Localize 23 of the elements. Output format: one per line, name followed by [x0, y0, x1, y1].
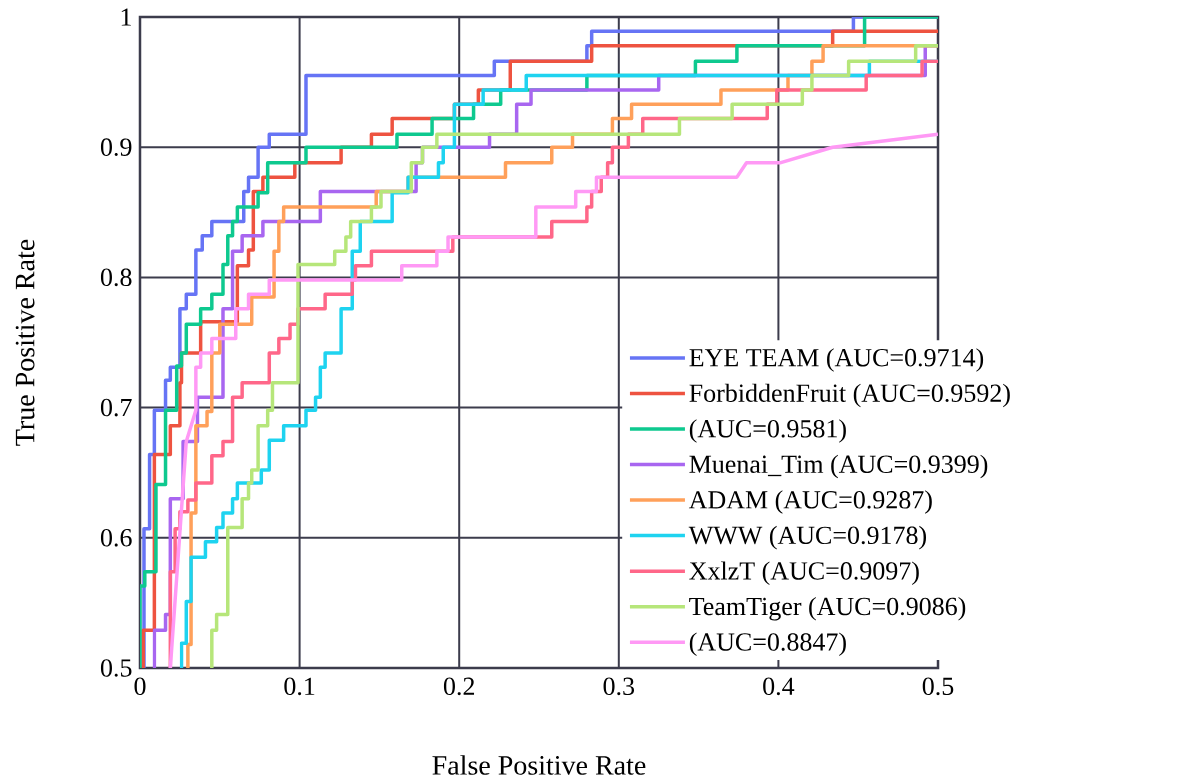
- y-axis-title: True Positive Rate: [15, 239, 35, 446]
- legend-label: TeamTiger (AUC=0.9086): [689, 596, 966, 621]
- legend-label: Muenai_Tim (AUC=0.9399): [689, 454, 988, 479]
- x-tick-label: 0.2: [443, 677, 475, 696]
- y-tick-label: 0.9: [100, 138, 132, 157]
- y-tick-label: 0.8: [100, 268, 132, 287]
- x-tick-label: 0.3: [603, 677, 635, 696]
- legend-label: XxlzT (AUC=0.9097): [689, 561, 919, 585]
- y-tick-label: 0.6: [100, 528, 132, 547]
- legend-label: ForbiddenFruit (AUC=0.9592): [689, 383, 1010, 408]
- x-tick-label: 0.4: [763, 677, 795, 696]
- legend-label: EYE TEAM (AUC=0.9714): [689, 348, 984, 372]
- y-tick-label: 0.5: [100, 659, 132, 677]
- x-tick-label: 0.5: [922, 677, 954, 696]
- x-tick-label: 0.1: [284, 677, 315, 696]
- y-tick-label: 0.7: [100, 398, 132, 417]
- x-tick-label: 0: [134, 677, 146, 696]
- legend-label: (AUC=0.9581): [689, 419, 846, 443]
- legend-label: (AUC=0.8847): [689, 632, 846, 657]
- y-tick-label: 1: [121, 8, 131, 26]
- legend-label: WWW (AUC=0.9178): [688, 525, 927, 550]
- legend-label: ADAM (AUC=0.9287): [688, 490, 932, 514]
- x-axis-title: False Positive Rate: [432, 755, 646, 775]
